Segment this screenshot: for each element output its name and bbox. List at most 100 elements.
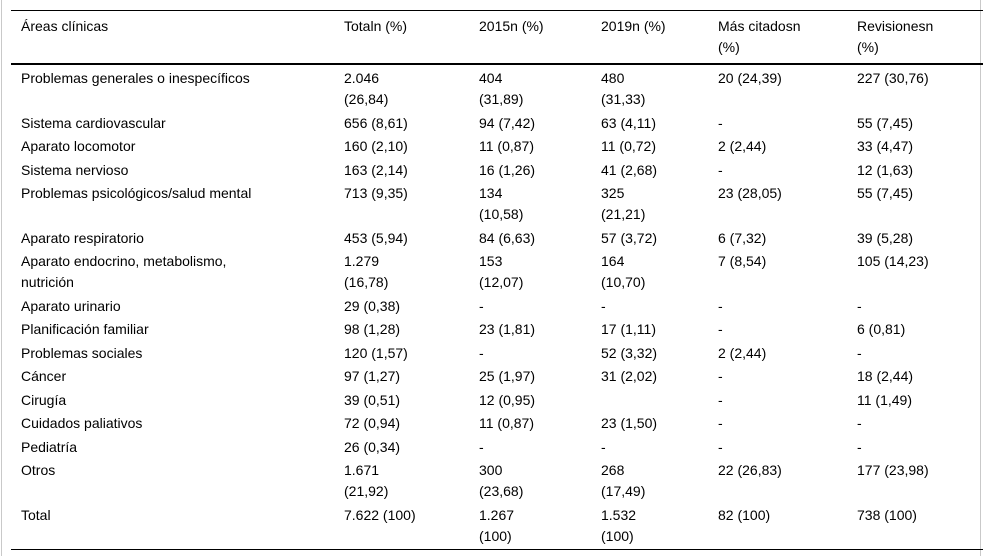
value-cell: - — [479, 438, 484, 455]
value-cell: 57 (3,72) — [601, 229, 658, 246]
row-label-cell: Sistema cardiovascular — [21, 114, 166, 131]
row-label-cell: Problemas sociales — [21, 344, 143, 361]
value-cell: 12 (1,63) — [857, 161, 914, 178]
value-cell: 12 (0,95) — [479, 391, 536, 408]
value-cell: 97 (1,27) — [344, 368, 401, 384]
value-cell: - — [718, 161, 723, 178]
row-label-cell: Aparato endocrino, metabolismo, nutrició… — [21, 253, 227, 290]
column-header: Áreas clínicas — [11, 10, 344, 65]
value-cell: 120 (1,57) — [344, 344, 408, 361]
value-cell: - — [857, 438, 862, 455]
value-cell: 26 (0,34) — [344, 438, 401, 455]
value-cell: 7 (8,54) — [718, 253, 767, 269]
header-row: Áreas clínicas Totaln (%) 2015n (%) 2019n (… — [11, 10, 983, 65]
row-label-cell: Problemas psicológicos/salud mental — [21, 185, 252, 201]
value-cell: 23 (1,81) — [479, 321, 536, 337]
value-cell: 1.532 (100) — [601, 506, 637, 544]
column-header: 2019n (%) — [601, 10, 718, 65]
value-cell: - — [718, 114, 723, 131]
value-cell: 82 (100) — [718, 506, 771, 523]
value-cell: 177 (23,98) — [857, 462, 929, 478]
value-cell: 11 (1,49) — [857, 391, 912, 408]
value-cell: 656 (8,61) — [344, 114, 408, 131]
value-cell: - — [718, 368, 723, 384]
value-cell: 105 (14,23) — [857, 253, 929, 269]
value-cell: 164 (10,70) — [601, 253, 646, 290]
table-row: Cáncer 97 (1,27) 25 (1,97) 31 (2,02) - 18 (2,… — [11, 366, 983, 390]
value-cell: 1.671 (21,92) — [344, 462, 389, 499]
table-row: Problemas sociales 120 (1,57) - 52 (3,32) 2 … — [11, 343, 983, 367]
value-cell: 11 (0,72) — [601, 138, 656, 154]
row-label-cell: Cirugía — [21, 391, 67, 408]
row-label-cell: Aparato locomotor — [21, 138, 136, 154]
value-cell: 23 (1,50) — [601, 415, 658, 431]
table-row: Aparato locomotor 160 (2,10) 11 (0,87) 11 (… — [11, 136, 983, 160]
value-cell: 63 (4,11) — [601, 114, 656, 131]
table-row: Aparato urinario 29 (0,38) - - - - — [11, 296, 983, 320]
value-cell: - — [718, 321, 723, 337]
value-cell: 480 (31,33) — [601, 70, 646, 107]
value-cell: - — [601, 297, 606, 314]
value-cell: 72 (0,94) — [344, 415, 401, 431]
row-label-cell: Aparato urinario — [21, 297, 121, 314]
value-cell: 7.622 (100) — [344, 506, 416, 523]
value-cell: 2 (2,44) — [718, 138, 767, 154]
value-cell: 17 (1,11) — [601, 321, 656, 337]
table-body: Problemas generales o inespecíficos 2.046… — [11, 64, 983, 550]
value-cell: 453 (5,94) — [344, 229, 408, 246]
value-cell: 1.279 (16,78) — [344, 253, 389, 290]
table-row: Otros 1.671 (21,92) 300 (23,68) 268 (17,49)… — [11, 460, 983, 505]
row-label-cell: Planificación familiar — [21, 321, 149, 337]
value-cell: 52 (3,32) — [601, 344, 658, 361]
value-cell: - — [718, 297, 723, 314]
value-cell: 55 (7,45) — [857, 185, 914, 201]
value-cell: 11 (0,87) — [479, 415, 534, 431]
table-row: Cirugía 39 (0,51) 12 (0,95) - 11 (1,49) — [11, 390, 983, 414]
row-label-cell: Pediatría — [21, 438, 78, 455]
table-header: Áreas clínicas Totaln (%) 2015n (%) 2019n (… — [11, 10, 983, 65]
table-row: Problemas generales o inespecíficos 2.046… — [11, 64, 983, 113]
table-row: Total 7.622 (100) 1.267 (100) 1.532 (100) 82… — [11, 505, 983, 550]
value-cell: 39 (0,51) — [344, 391, 401, 408]
value-cell: 227 (30,76) — [857, 70, 929, 86]
value-cell: - — [718, 415, 723, 431]
value-cell: 713 (9,35) — [344, 185, 408, 201]
value-cell: 55 (7,45) — [857, 114, 914, 131]
value-cell: 268 (17,49) — [601, 462, 646, 499]
value-cell: 98 (1,28) — [344, 321, 401, 337]
value-cell: 153 (12,07) — [479, 253, 524, 290]
value-cell: 16 (1,26) — [479, 161, 536, 178]
table-row: Sistema nervioso 163 (2,14) 16 (1,26) 41 (2… — [11, 160, 983, 184]
table-row: Pediatría 26 (0,34) - - - - — [11, 437, 983, 461]
row-label-cell: Otros — [21, 462, 56, 478]
value-cell: 160 (2,10) — [344, 138, 408, 154]
table-row: Sistema cardiovascular 656 (8,61) 94 (7,42… — [11, 113, 983, 137]
value-cell: 84 (6,63) — [479, 229, 536, 246]
value-cell: 18 (2,44) — [857, 368, 914, 384]
column-header: Más citadosn (%) — [718, 10, 857, 65]
value-cell: - — [479, 344, 484, 361]
table-row: Cuidados paliativos 72 (0,94) 11 (0,87) 23 … — [11, 413, 983, 437]
value-cell — [601, 390, 718, 414]
value-cell: - — [718, 391, 723, 408]
row-label-cell: Aparato respiratorio — [21, 229, 144, 246]
value-cell: 22 (26,83) — [718, 462, 782, 478]
value-cell: 11 (0,87) — [479, 138, 534, 154]
value-cell: 1.267 (100) — [479, 506, 515, 544]
column-header: 2015n (%) — [479, 10, 601, 65]
column-header: Revisionesn (%) — [857, 10, 983, 65]
value-cell: 23 (28,05) — [718, 185, 782, 201]
value-cell: 404 (31,89) — [479, 70, 524, 107]
value-cell: 325 (21,21) — [601, 185, 646, 222]
value-cell: - — [857, 344, 862, 361]
row-label-cell: Sistema nervioso — [21, 161, 129, 178]
table-row: Aparato endocrino, metabolismo, nutrició… — [11, 251, 983, 296]
value-cell: 163 (2,14) — [344, 161, 408, 178]
value-cell: 25 (1,97) — [479, 368, 536, 384]
value-cell: 2 (2,44) — [718, 344, 767, 361]
value-cell: 20 (24,39) — [718, 70, 782, 86]
table-row: Planificación familiar 98 (1,28) 23 (1,81)… — [11, 319, 983, 343]
value-cell: 300 (23,68) — [479, 462, 524, 499]
row-label-cell: Cáncer — [21, 368, 67, 384]
value-cell: 39 (5,28) — [857, 229, 914, 246]
